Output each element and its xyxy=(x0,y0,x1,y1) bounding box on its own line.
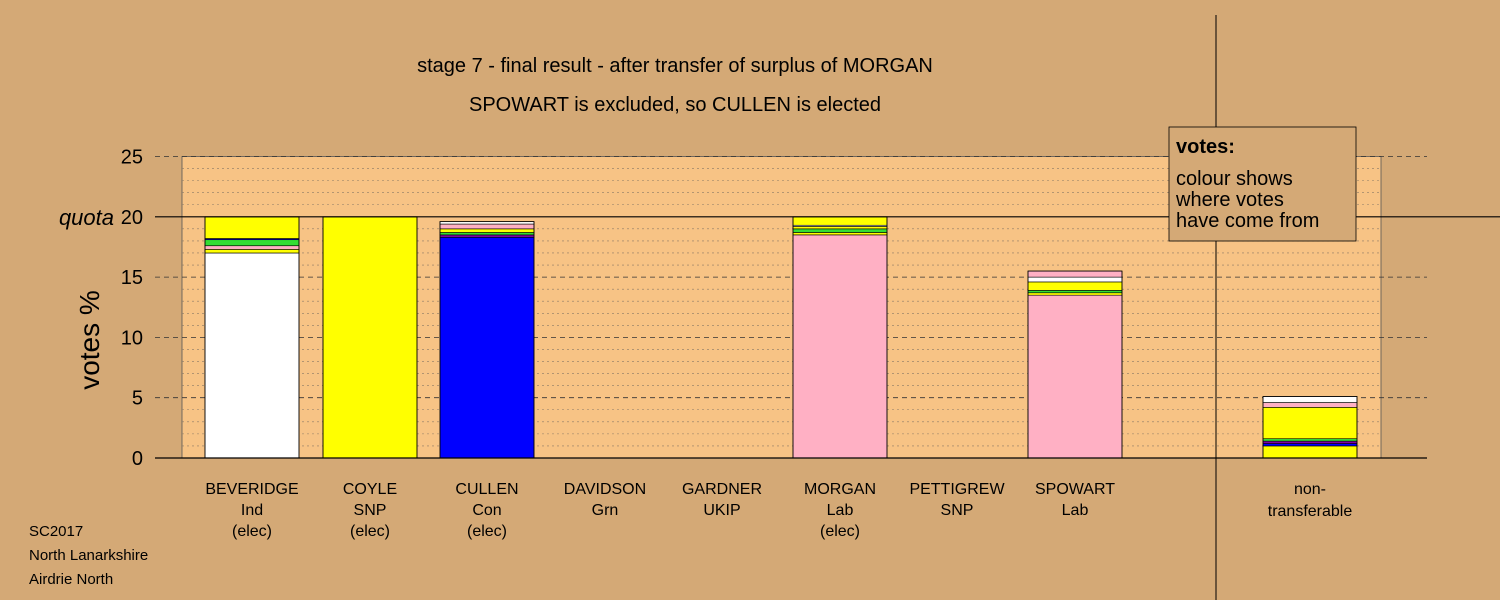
legend-heading: votes: xyxy=(1176,136,1235,158)
x-tick-label: PETTIGREW xyxy=(909,481,1005,498)
quota-label: quota xyxy=(59,205,114,230)
bar-segment xyxy=(439,228,535,233)
bar-segment xyxy=(204,245,300,250)
bars-group xyxy=(204,216,1358,459)
y-tick-label: 15 xyxy=(121,267,143,289)
bar-segment xyxy=(204,249,300,254)
bar-segment xyxy=(1262,402,1358,408)
y-tick-label: 10 xyxy=(121,327,143,349)
x-tick-label: SNP xyxy=(354,502,387,519)
chart-subtitle: SPOWART is excluded, so CULLEN is electe… xyxy=(469,94,881,116)
x-tick-label: MORGAN xyxy=(804,481,876,498)
bar-segment xyxy=(204,239,300,247)
bar-segment xyxy=(1262,407,1358,440)
bar-segment xyxy=(1027,281,1123,291)
footer-line: SC2017 xyxy=(29,523,83,540)
bar-segment xyxy=(1262,396,1358,403)
bar-segment xyxy=(204,216,300,239)
legend: votes: colour shows where votes have com… xyxy=(1168,126,1357,242)
chart-title: stage 7 - final result - after transfer … xyxy=(417,55,933,77)
bar-segment xyxy=(792,216,888,226)
bar-segment xyxy=(792,226,888,230)
bar-segment xyxy=(1027,292,1123,296)
y-tick-label: 20 xyxy=(121,207,143,229)
x-tick-label: COYLE xyxy=(343,481,397,498)
x-tick-label: (elec) xyxy=(467,523,507,540)
x-tick-label: non- xyxy=(1294,481,1326,498)
y-tick-label: 25 xyxy=(121,147,143,169)
bar-segment xyxy=(1262,443,1358,447)
footer-line: Airdrie North xyxy=(29,571,113,588)
x-labels-group: BEVERIDGE Ind (elec) COYLE SNP (elec) CULLEN Co… xyxy=(205,481,1352,540)
x-tick-label: SNP xyxy=(941,502,974,519)
x-tick-label: BEVERIDGE xyxy=(205,481,298,498)
x-tick-label: Grn xyxy=(592,502,619,519)
bar-segment xyxy=(1027,270,1123,278)
x-tick-label: SPOWART xyxy=(1035,481,1115,498)
bar-segment xyxy=(1027,276,1123,283)
x-tick-label: GARDNER xyxy=(682,481,762,498)
bar-segment xyxy=(439,223,535,230)
bar-segment xyxy=(439,237,535,459)
bar-segment xyxy=(1262,440,1358,444)
x-tick-label: Lab xyxy=(1062,502,1089,519)
y-axis-label: votes % xyxy=(74,290,105,390)
footer-line: North Lanarkshire xyxy=(29,547,148,564)
bar-segment xyxy=(792,228,888,233)
legend-line: where votes xyxy=(1175,189,1284,211)
bar-segment xyxy=(792,232,888,236)
x-tick-label: Con xyxy=(472,502,501,519)
x-tick-label: Lab xyxy=(827,502,854,519)
bar-segment xyxy=(322,216,418,459)
bar-segment xyxy=(1027,290,1123,294)
bar-segment xyxy=(1262,445,1358,459)
bar-segment xyxy=(1027,294,1123,459)
legend-line: colour shows xyxy=(1176,168,1293,190)
bar-segment xyxy=(792,234,888,459)
legend-line: have come from xyxy=(1176,210,1319,232)
x-tick-label: (elec) xyxy=(232,523,272,540)
x-tick-label: UKIP xyxy=(703,502,740,519)
legend-box xyxy=(1168,126,1357,242)
y-tick-label: 0 xyxy=(132,448,143,470)
bar-segment xyxy=(439,232,535,236)
x-tick-label: Ind xyxy=(241,502,263,519)
x-tick-label: (elec) xyxy=(350,523,390,540)
bar-segment xyxy=(439,234,535,238)
x-tick-label: transferable xyxy=(1268,503,1353,520)
bar-segment xyxy=(1262,438,1358,442)
bar-segment xyxy=(204,252,300,459)
x-tick-label: CULLEN xyxy=(455,481,518,498)
y-tick-label: 5 xyxy=(132,388,143,410)
x-tick-label: (elec) xyxy=(820,523,860,540)
footer: SC2017 North Lanarkshire Airdrie North xyxy=(29,523,148,588)
x-tick-label: DAVIDSON xyxy=(564,481,646,498)
